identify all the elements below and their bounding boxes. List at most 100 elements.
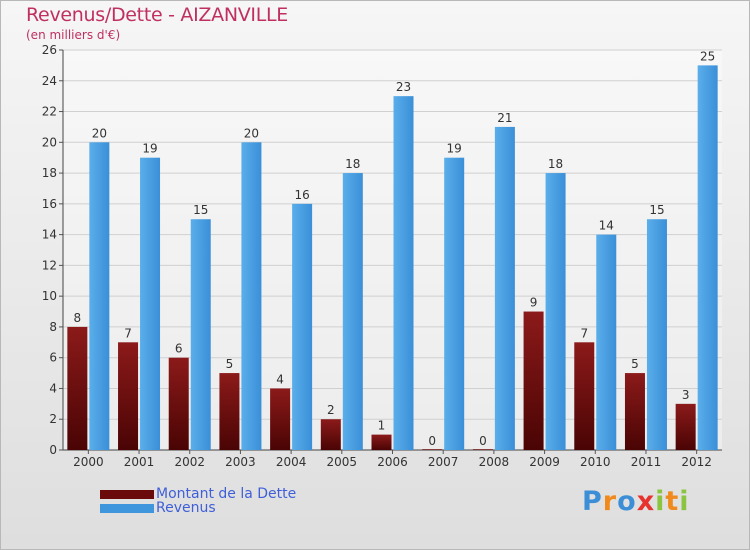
bar-debt (270, 388, 291, 450)
data-label-debt: 0 (479, 434, 487, 448)
data-label-debt: 9 (530, 296, 538, 310)
y-tick-label: 16 (42, 197, 57, 211)
x-tick-label: 2007 (428, 455, 459, 469)
data-label-debt: 1 (378, 419, 386, 433)
data-label-debt: 2 (327, 403, 335, 417)
legend-label-debt: Montant de la Dette (156, 486, 297, 502)
bar-debt (523, 311, 544, 450)
x-tick-label: 2001 (124, 455, 155, 469)
bar-revenus (342, 173, 363, 451)
logo-letter: i (655, 486, 666, 517)
bar-revenus (190, 219, 211, 450)
data-label-revenus: 15 (649, 203, 664, 217)
data-label-debt: 5 (631, 357, 639, 371)
data-label-revenus: 18 (548, 157, 563, 171)
data-label-debt: 8 (74, 311, 82, 325)
data-label-debt: 3 (682, 388, 690, 402)
bar-revenus (646, 219, 667, 450)
bar-debt (67, 326, 88, 450)
y-tick-label: 2 (49, 412, 57, 426)
bar-revenus (596, 234, 617, 450)
legend-item-debt: Montant de la Dette (100, 486, 296, 502)
bar-debt (219, 373, 240, 450)
bar-debt (574, 342, 595, 450)
grid-lines (63, 49, 722, 451)
data-label-debt: 7 (580, 326, 588, 340)
x-tick-label: 2006 (377, 455, 408, 469)
legend-label-revenus: Revenus (156, 500, 216, 516)
logo-letter: x (636, 486, 656, 517)
bar-revenus (393, 96, 414, 451)
bar-debt (168, 357, 189, 450)
data-label-debt: 4 (276, 372, 284, 386)
labels: 0246810121416182022242620008202001719200… (42, 43, 716, 469)
bar-debt (675, 403, 696, 450)
x-tick-label: 2002 (174, 455, 205, 469)
data-label-revenus: 19 (447, 142, 462, 156)
x-tick-label: 2010 (580, 455, 611, 469)
y-tick-label: 22 (42, 105, 57, 119)
bar-revenus (292, 203, 313, 450)
data-label-debt: 6 (175, 342, 183, 356)
legend-swatch-debt (100, 489, 154, 499)
legend-item-revenus: Revenus (100, 500, 216, 516)
y-tick-label: 8 (49, 320, 57, 334)
data-label-revenus: 18 (345, 157, 360, 171)
data-label-revenus: 25 (700, 49, 715, 63)
proxiti-logo: Proxiti (582, 486, 690, 517)
x-tick-label: 2003 (225, 455, 256, 469)
bar-revenus (697, 65, 718, 450)
y-tick-label: 0 (49, 443, 57, 457)
y-tick-label: 18 (42, 166, 57, 180)
data-label-debt: 0 (428, 434, 436, 448)
data-label-revenus: 16 (294, 188, 309, 202)
x-tick-label: 2011 (631, 455, 662, 469)
data-label-revenus: 20 (92, 126, 107, 140)
y-tick-label: 24 (42, 74, 57, 88)
bar-debt (371, 434, 392, 450)
bar-revenus (494, 126, 515, 450)
bar-debt (624, 373, 645, 450)
data-label-revenus: 20 (244, 126, 259, 140)
bar-revenus (241, 142, 262, 451)
y-tick-label: 20 (42, 135, 57, 149)
logo-letter: r (602, 486, 618, 517)
bar-debt (422, 449, 443, 450)
data-label-debt: 5 (226, 357, 234, 371)
x-tick-label: 2000 (73, 455, 104, 469)
y-tick-label: 12 (42, 258, 57, 272)
bar-debt (118, 342, 139, 450)
data-label-revenus: 23 (396, 80, 411, 94)
bar-revenus (140, 157, 161, 450)
y-tick-label: 6 (49, 351, 57, 365)
logo-letter: o (617, 486, 637, 517)
legend-swatch-revenus (100, 503, 154, 513)
logo-letter: P (582, 486, 603, 517)
data-label-revenus: 14 (599, 219, 614, 233)
x-tick-label: 2009 (529, 455, 560, 469)
x-tick-label: 2008 (479, 455, 510, 469)
bars (67, 65, 718, 451)
x-tick-label: 2004 (276, 455, 307, 469)
data-label-revenus: 19 (142, 142, 157, 156)
y-tick-label: 10 (42, 289, 57, 303)
chart-subtitle: (en milliers d'€) (26, 28, 121, 42)
bar-revenus (444, 157, 465, 450)
bar-revenus (545, 173, 566, 451)
x-tick-label: 2005 (327, 455, 358, 469)
logo-letter: t (665, 486, 680, 517)
bar-revenus (89, 142, 110, 451)
logo-letter: i (679, 486, 690, 517)
plot-area (63, 50, 722, 450)
data-label-revenus: 21 (497, 111, 512, 125)
y-tick-label: 4 (49, 381, 57, 395)
x-tick-label: 2012 (681, 455, 712, 469)
y-tick-label: 26 (42, 43, 57, 57)
bar-debt (320, 419, 341, 450)
y-tick-label: 14 (42, 228, 57, 242)
bar-debt (472, 449, 493, 450)
data-label-debt: 7 (124, 326, 132, 340)
data-label-revenus: 15 (193, 203, 208, 217)
